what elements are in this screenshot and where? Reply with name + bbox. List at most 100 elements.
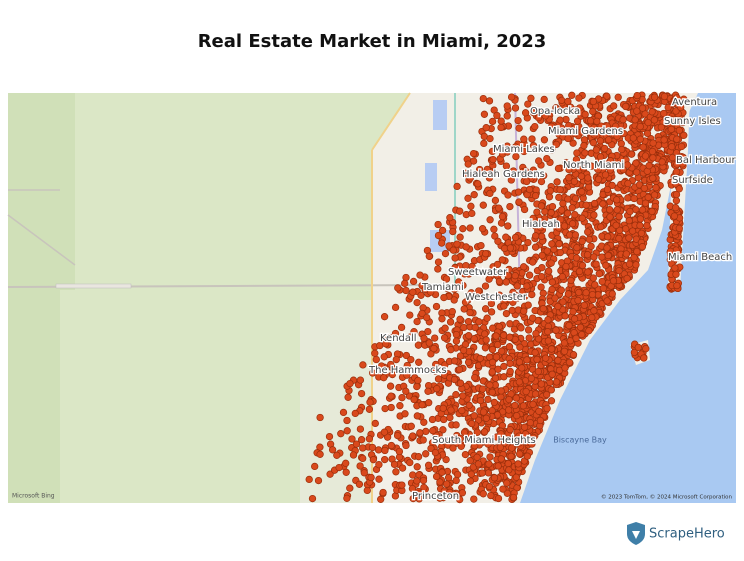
listing-dot bbox=[523, 177, 531, 186]
listing-dot bbox=[648, 108, 656, 116]
listing-dot bbox=[368, 443, 377, 452]
listing-dot bbox=[588, 290, 597, 299]
listing-dot bbox=[584, 268, 592, 276]
listing-dot bbox=[349, 451, 358, 459]
place-label: Princeton bbox=[412, 491, 459, 502]
listing-dot bbox=[458, 489, 467, 497]
listing-dot bbox=[517, 324, 525, 332]
listing-dot bbox=[445, 242, 453, 250]
listing-dot bbox=[603, 122, 611, 130]
listing-dot bbox=[528, 290, 536, 299]
listing-dot bbox=[466, 457, 474, 465]
listing-dot bbox=[560, 347, 569, 355]
listing-dot bbox=[481, 282, 490, 290]
listing-dot bbox=[497, 117, 505, 125]
listing-dot bbox=[452, 476, 460, 485]
listing-dot bbox=[677, 142, 686, 151]
listing-dot bbox=[585, 327, 593, 335]
listing-dot bbox=[447, 406, 455, 414]
listing-dot bbox=[648, 147, 657, 156]
listing-dot bbox=[351, 409, 359, 418]
listing-dot bbox=[578, 237, 586, 245]
listing-dot bbox=[630, 253, 638, 262]
listing-dot bbox=[559, 199, 567, 208]
listing-dot bbox=[568, 204, 576, 212]
listing-dot bbox=[451, 254, 459, 262]
listing-dot bbox=[581, 149, 589, 157]
listing-dot bbox=[638, 243, 647, 251]
listing-dot bbox=[619, 166, 627, 174]
listing-dot bbox=[524, 326, 533, 334]
listing-dot bbox=[456, 207, 464, 215]
listing-dot bbox=[497, 387, 505, 395]
listing-dot bbox=[382, 340, 390, 348]
listing-dot bbox=[365, 435, 374, 443]
listing-dot bbox=[464, 160, 472, 168]
listing-dot bbox=[602, 261, 610, 269]
listing-dot bbox=[565, 121, 573, 130]
listing-dot bbox=[366, 398, 374, 406]
listing-dot bbox=[622, 250, 631, 258]
listing-dot bbox=[538, 251, 546, 260]
listing-dot bbox=[673, 160, 681, 168]
listing-dot bbox=[500, 362, 508, 371]
listing-dot bbox=[511, 104, 520, 112]
lake bbox=[425, 163, 437, 191]
listing-dot bbox=[431, 448, 440, 457]
listing-dot bbox=[512, 394, 520, 402]
listing-dot bbox=[380, 374, 388, 382]
listing-dot bbox=[640, 184, 649, 192]
listing-dot bbox=[486, 189, 494, 198]
listing-dot bbox=[528, 135, 536, 143]
listing-dot bbox=[544, 328, 552, 336]
listing-dot bbox=[590, 211, 598, 219]
listing-dot bbox=[564, 97, 572, 106]
listing-dot bbox=[488, 368, 496, 376]
listing-dot bbox=[471, 373, 479, 382]
listing-dot bbox=[543, 404, 551, 413]
listing-dot bbox=[401, 410, 409, 418]
listing-dot bbox=[644, 118, 652, 127]
listing-dot bbox=[454, 284, 462, 292]
listing-dot bbox=[563, 209, 572, 217]
listing-dot bbox=[407, 355, 415, 364]
listing-dot bbox=[424, 387, 432, 395]
listing-dot bbox=[664, 103, 672, 112]
listing-dot bbox=[356, 462, 364, 470]
logo-icon-inner bbox=[632, 531, 640, 539]
listing-dot bbox=[519, 402, 528, 410]
listing-dot bbox=[509, 167, 518, 175]
listing-dot bbox=[625, 234, 633, 242]
listing-dot bbox=[413, 382, 421, 391]
listing-dot bbox=[562, 158, 570, 167]
listing-dot bbox=[619, 116, 627, 124]
listing-dot bbox=[425, 399, 433, 407]
listing-dot bbox=[552, 326, 560, 334]
listing-dot bbox=[551, 294, 559, 302]
listing-dot bbox=[623, 274, 631, 283]
listing-dot bbox=[587, 242, 595, 250]
listing-dot bbox=[668, 143, 676, 151]
listing-dot bbox=[471, 323, 479, 332]
listing-dot bbox=[326, 470, 334, 478]
listing-dot bbox=[633, 91, 641, 100]
listing-dot bbox=[485, 174, 494, 182]
place-label: Miami Lakes bbox=[493, 144, 555, 155]
listing-dot bbox=[305, 475, 313, 484]
listing-dot bbox=[569, 308, 577, 316]
listing-dot bbox=[672, 168, 681, 176]
land-green-dark bbox=[8, 93, 75, 503]
listing-dot bbox=[564, 195, 572, 203]
listing-dot bbox=[491, 270, 500, 278]
listing-dot bbox=[623, 161, 632, 169]
listing-dot bbox=[460, 305, 468, 313]
listing-dot bbox=[538, 264, 546, 272]
listing-dot bbox=[644, 193, 652, 201]
listing-dot bbox=[537, 380, 546, 388]
listing-dot bbox=[590, 307, 598, 315]
listing-dot bbox=[572, 334, 580, 342]
listing-dot bbox=[532, 329, 540, 338]
listing-dot bbox=[527, 94, 535, 102]
listing-dot bbox=[494, 494, 503, 503]
listing-dot bbox=[542, 354, 550, 362]
